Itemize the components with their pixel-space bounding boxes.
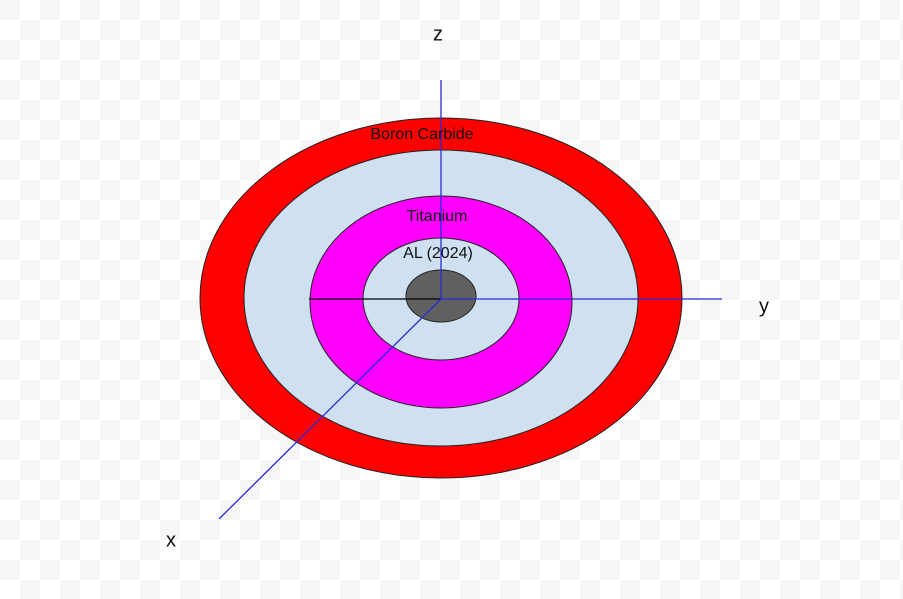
layer-label: Boron Carbide [370, 126, 473, 143]
y-label: y [759, 295, 769, 317]
z-label: z [433, 23, 443, 45]
x-axis [218, 298, 442, 520]
x-label: x [166, 529, 176, 551]
layer-label: AL (2024) [403, 245, 473, 262]
layer-label: Titanium [407, 208, 468, 225]
